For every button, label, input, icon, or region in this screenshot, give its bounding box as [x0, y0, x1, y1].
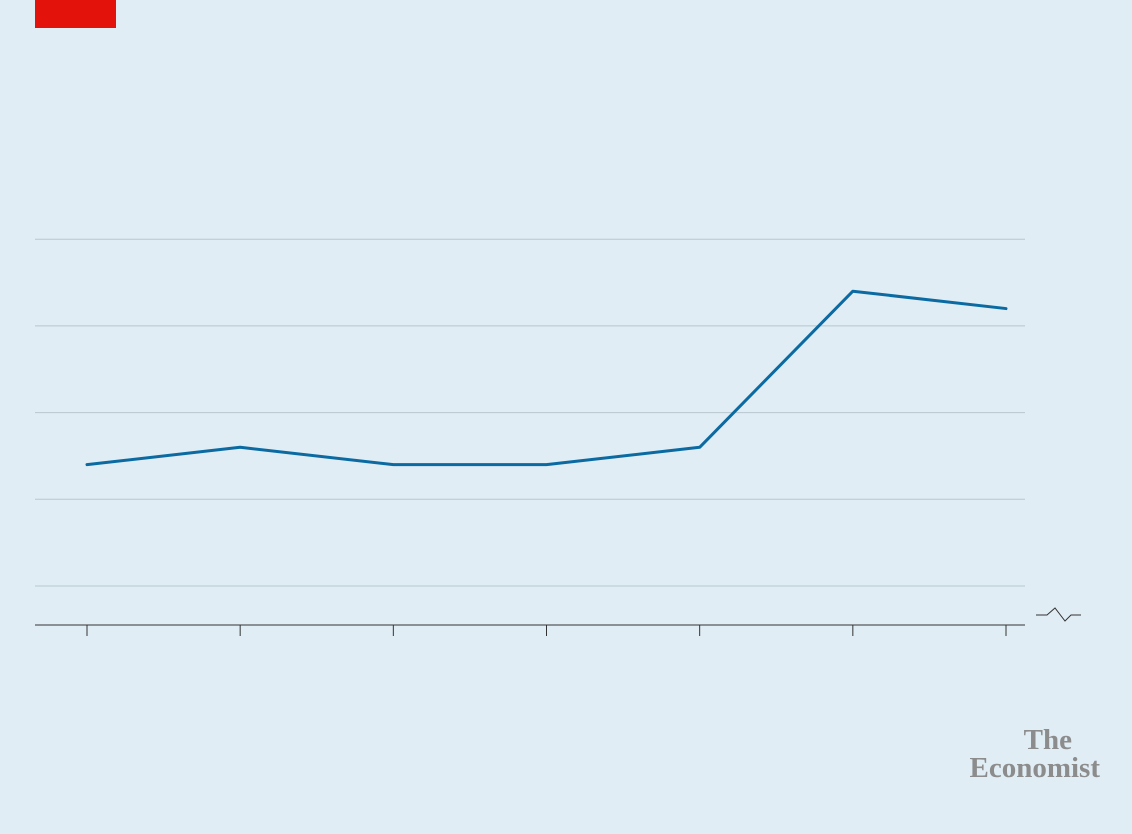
axis-break-icon: [1036, 607, 1081, 622]
economist-logo: The Economist: [969, 724, 1101, 784]
brand-red-tag: [35, 0, 116, 28]
x-axis: [35, 624, 1025, 636]
series-line-0: [85, 289, 1008, 467]
logo-line-2: Economist: [969, 752, 1101, 784]
axis-break-zigzag: [1036, 607, 1081, 622]
series-group: [85, 289, 1008, 467]
logo-line-1: The: [1023, 724, 1072, 756]
gridlines: [35, 238, 1025, 587]
